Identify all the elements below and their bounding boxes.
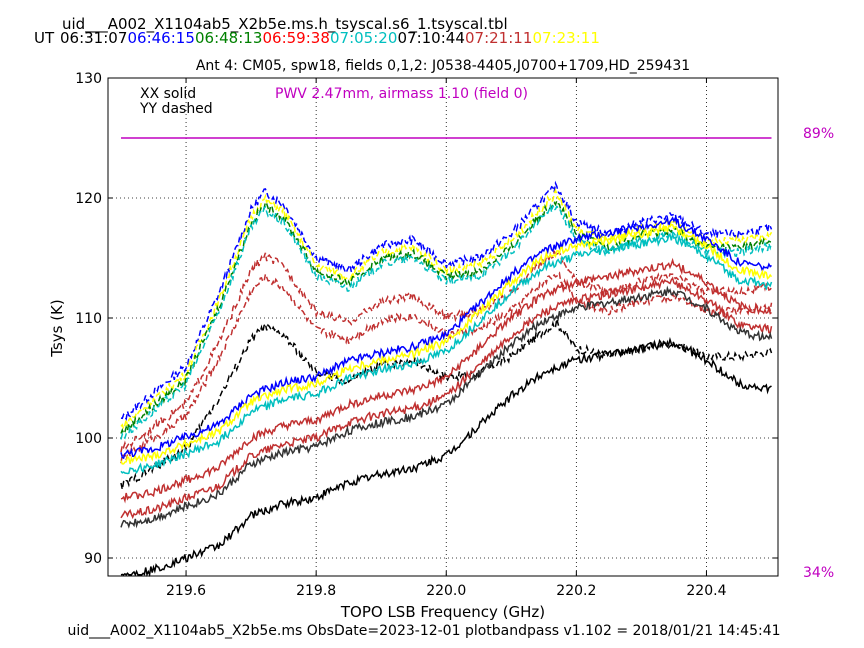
y-tick-label: 110 bbox=[75, 311, 102, 327]
y-tick-label: 130 bbox=[75, 71, 102, 87]
ut-time-0: 06:31:07 bbox=[60, 29, 127, 47]
ut-label: UT bbox=[34, 29, 55, 47]
legend-xx: XX solid bbox=[140, 86, 196, 102]
y-tick-label: 120 bbox=[75, 191, 102, 207]
series-line-10 bbox=[120, 257, 772, 504]
y-axis-label: Tsys (K) bbox=[48, 299, 66, 358]
x-tick-label: 220.0 bbox=[426, 583, 466, 599]
ut-time-row: UT 06:31:07 06:46:15 06:48:13 06:59:38 07:05… bbox=[34, 29, 600, 47]
ut-time-2: 06:48:13 bbox=[195, 29, 262, 47]
series-line-11 bbox=[120, 276, 773, 520]
series-line-12 bbox=[120, 285, 773, 529]
x-tick-label: 219.8 bbox=[296, 583, 336, 599]
ut-time-3: 06:59:38 bbox=[263, 29, 330, 47]
series-line-5 bbox=[120, 271, 773, 464]
series-line-3 bbox=[120, 203, 773, 440]
legend-yy: YY dashed bbox=[139, 101, 213, 117]
pwv-label: PWV 2.47mm, airmass 1.10 (field 0) bbox=[275, 86, 528, 102]
axis-ticks: 219.6 219.8 220.0 220.2 220.4 90 100 110 120 130 bbox=[75, 71, 778, 599]
series-layer bbox=[120, 180, 773, 578]
series-line-2 bbox=[120, 198, 772, 435]
chart-subtitle: Ant 4: CM05, spw18, fields 0,1,2: J0538-… bbox=[196, 58, 690, 74]
footer-text: uid___A002_X1104ab5_X2b5e.ms ObsDate=202… bbox=[67, 623, 780, 639]
transmission-min-label: 34% bbox=[803, 565, 834, 581]
series-line-13 bbox=[120, 336, 772, 578]
x-tick-label: 219.6 bbox=[166, 583, 206, 599]
series-line-9 bbox=[120, 231, 773, 475]
ut-time-7: 07:23:11 bbox=[533, 29, 600, 47]
ut-time-4: 07:05:20 bbox=[330, 29, 397, 47]
series-line-0 bbox=[120, 180, 773, 422]
x-tick-label: 220.4 bbox=[686, 583, 726, 599]
series-line-8 bbox=[120, 223, 773, 465]
ut-time-5: 07:10:44 bbox=[398, 29, 465, 47]
series-line-7 bbox=[120, 215, 773, 460]
transmission-max-label: 89% bbox=[803, 126, 834, 142]
y-tick-label: 100 bbox=[75, 431, 102, 447]
chart-title: uid___A002_X1104ab5_X2b5e.ms.h_tsyscal.s… bbox=[62, 15, 508, 34]
ut-time-1: 06:46:15 bbox=[128, 29, 195, 47]
series-line-4 bbox=[120, 250, 773, 453]
x-tick-label: 220.2 bbox=[556, 583, 596, 599]
ut-time-6: 07:21:11 bbox=[465, 29, 532, 47]
plot-frame bbox=[107, 77, 779, 577]
x-axis-label: TOPO LSB Frequency (GHz) bbox=[340, 603, 545, 621]
y-tick-label: 90 bbox=[84, 551, 102, 567]
